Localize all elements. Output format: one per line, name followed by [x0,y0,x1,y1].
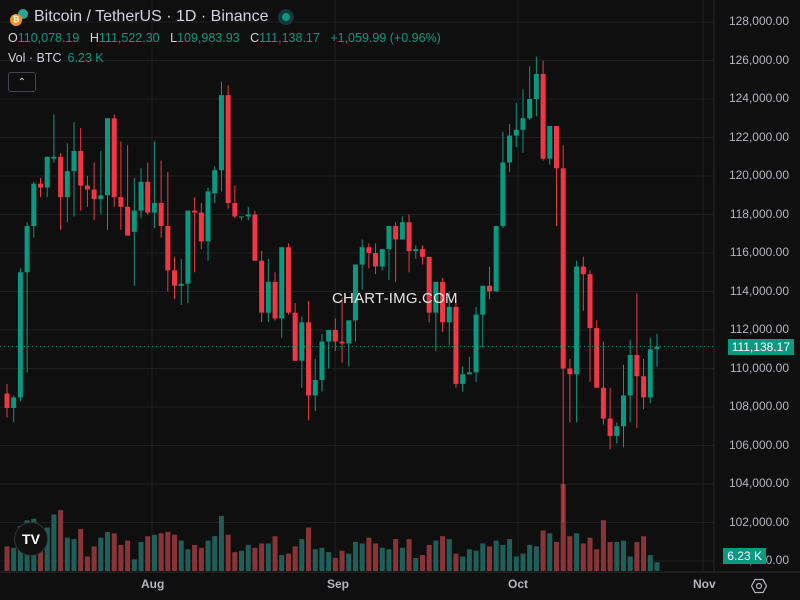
volume-legend: Vol · BTC 6.23 K [8,51,448,65]
price-axis-label: 106,000.00 [728,437,789,452]
time-label-oct: Oct [508,577,529,591]
price-candles [4,56,660,523]
market-status-icon[interactable] [278,9,295,25]
collapse-legend-button[interactable]: ⌃ [8,72,36,92]
price-axis-label: 124,000.00 [728,91,789,105]
time-label-nov: Nov [693,577,716,591]
watermark: CHART-IMG.COM [332,290,458,307]
volume-label[interactable]: Vol · BTC [8,51,62,65]
volume-bars [4,484,660,571]
price-axis-label: 128,000.00 [728,14,789,28]
price-axis-label: 122,000.00 [728,129,789,144]
last-price-tag: 111,138.17 [727,338,794,355]
price-axis-label: 110,000.00 [729,360,789,375]
settings-icon[interactable] [751,578,767,594]
volume-value: 6.23 K [67,51,104,65]
chart-legend: ₿ Bitcoin / TetherUS · 1D · Binance O110… [8,6,448,92]
time-label-sep: Sep [327,577,350,591]
low-label: L [170,31,178,45]
symbol-title[interactable]: Bitcoin / TetherUS · 1D · Binance [34,8,269,25]
chevron-up-icon: ⌃ [17,76,27,88]
tradingview-logo[interactable]: TV [14,522,48,556]
price-axis-label: 120,000.00 [728,168,789,182]
volume-tag: 6.23 K [723,548,766,564]
open-label: O [8,31,18,45]
close-value: 111,138.17 [259,31,320,45]
price-axis-label: 112,000.00 [729,322,789,336]
price-axis-label: 118,000.00 [729,206,789,221]
price-axis-label: 126,000.00 [728,52,789,67]
high-value: 111,522.30 [98,31,160,45]
time-label-aug: Aug [141,577,165,591]
high-label: H [89,31,99,45]
price-axis-label: 104,000.00 [728,476,789,490]
btc-usdt-symbol-icon: ₿ [8,7,30,27]
close-label: C [250,31,260,45]
low-value: 109,983.93 [177,31,240,45]
grid-lines [0,0,714,572]
change-value: +1,059.99 (+0.96%) [330,31,441,45]
price-axis-label: 102,000.00 [728,514,789,529]
open-value: 110,078.19 [17,31,80,45]
price-axis-label: 116,000.00 [729,245,789,259]
ohlc-values: O110,078.19 H111,522.30 L109,983.93 C111… [8,31,448,45]
price-axis-label: 114,000.00 [729,283,789,298]
price-axis-label: 108,000.00 [728,399,789,413]
